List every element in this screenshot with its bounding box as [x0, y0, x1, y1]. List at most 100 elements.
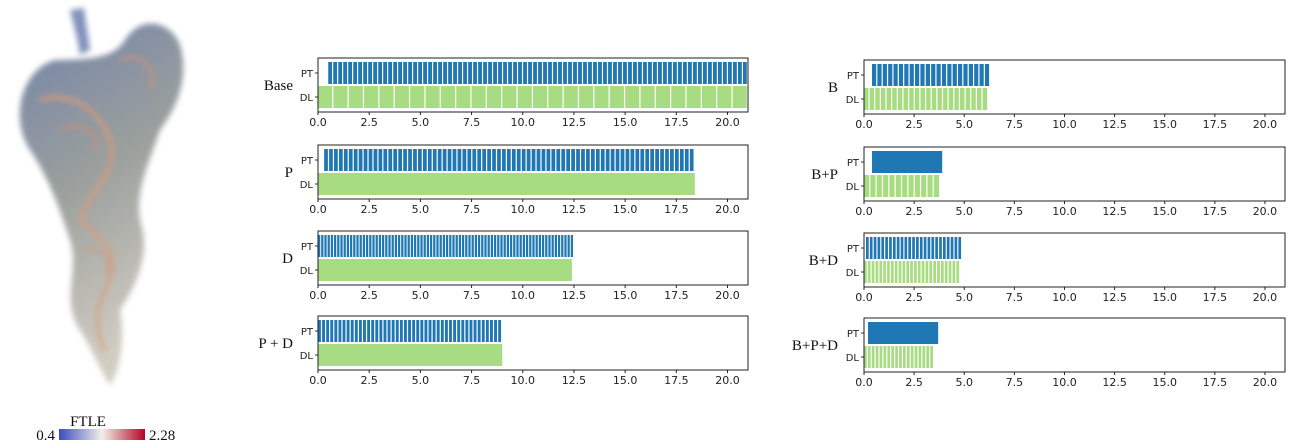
- segment: [528, 62, 532, 84]
- segment: [906, 261, 909, 283]
- segment: [889, 237, 892, 259]
- segment: [933, 261, 936, 283]
- segment: [350, 235, 352, 257]
- x-tick-label: 10.0: [511, 203, 536, 216]
- segment: [937, 64, 941, 86]
- segment: [392, 235, 394, 257]
- segment: [656, 86, 670, 108]
- x-tick-label: 12.5: [1102, 118, 1127, 131]
- x-tick-label: 0.0: [309, 116, 327, 129]
- segment: [915, 175, 920, 197]
- segment: [610, 86, 624, 108]
- segment: [564, 86, 578, 108]
- segment: [388, 235, 390, 257]
- segment: [902, 175, 907, 197]
- segment: [482, 149, 486, 171]
- segment: [945, 261, 948, 283]
- x-tick-label: 12.5: [562, 116, 587, 129]
- segment: [433, 62, 437, 84]
- x-tick-label: 5.0: [412, 374, 430, 387]
- segment: [324, 235, 326, 257]
- segment: [408, 149, 412, 171]
- segment: [558, 62, 562, 84]
- segment: [891, 346, 894, 368]
- colorbar-title: FTLE: [70, 414, 106, 430]
- segment: [868, 322, 938, 344]
- segment: [458, 149, 462, 171]
- segment: [928, 237, 931, 259]
- x-tick-label: 17.5: [664, 289, 689, 302]
- segment: [393, 149, 397, 171]
- segment: [926, 88, 930, 110]
- segment: [440, 235, 442, 257]
- segment: [870, 88, 874, 110]
- segment: [338, 62, 342, 84]
- segment: [364, 149, 368, 171]
- segment: [713, 62, 717, 84]
- segment: [891, 261, 894, 283]
- segment: [687, 86, 701, 108]
- x-tick-label: 2.5: [905, 118, 923, 131]
- segment: [953, 261, 956, 283]
- segment: [322, 320, 325, 342]
- segment: [733, 86, 747, 108]
- segment: [650, 149, 654, 171]
- segment: [368, 62, 372, 84]
- segment: [337, 235, 339, 257]
- segment: [898, 88, 902, 110]
- segment: [545, 235, 547, 257]
- segment: [949, 88, 953, 110]
- segment: [343, 62, 347, 84]
- segment: [536, 235, 538, 257]
- segment: [708, 62, 712, 84]
- segment: [403, 149, 407, 171]
- segment: [488, 235, 490, 257]
- segment: [578, 62, 582, 84]
- segment: [918, 261, 921, 283]
- x-tick-label: 12.5: [562, 289, 587, 302]
- segment: [566, 149, 570, 171]
- segment: [359, 320, 362, 342]
- segment: [927, 175, 932, 197]
- segment: [461, 320, 464, 342]
- segment: [347, 320, 350, 342]
- segment: [688, 62, 692, 84]
- segment: [958, 64, 962, 86]
- segment: [553, 62, 557, 84]
- segment: [382, 235, 384, 257]
- x-tick-label: 15.0: [1152, 291, 1177, 304]
- segment: [429, 320, 432, 342]
- segment: [318, 86, 332, 108]
- segment: [983, 88, 987, 110]
- segment: [328, 235, 330, 257]
- segment: [428, 149, 432, 171]
- segment: [685, 149, 689, 171]
- segment: [904, 237, 907, 259]
- x-tick-label: 10.0: [511, 374, 536, 387]
- x-tick-label: 20.0: [715, 374, 740, 387]
- segment: [985, 64, 989, 86]
- segment: [481, 235, 483, 257]
- segment: [404, 235, 406, 257]
- segment: [556, 149, 560, 171]
- segment: [423, 62, 427, 84]
- segment: [388, 149, 392, 171]
- segment: [665, 149, 669, 171]
- segment: [887, 346, 890, 368]
- segment: [571, 235, 573, 257]
- segment: [955, 237, 958, 259]
- segment: [926, 261, 929, 283]
- segment: [416, 320, 419, 342]
- segment: [870, 175, 875, 197]
- x-tick-label: 20.0: [1253, 376, 1278, 389]
- segment: [670, 149, 674, 171]
- segment: [438, 149, 442, 171]
- segment: [690, 149, 694, 171]
- segment: [613, 62, 617, 84]
- segment: [904, 64, 908, 86]
- segment: [888, 64, 892, 86]
- segment: [733, 62, 737, 84]
- segment: [326, 320, 329, 342]
- segment: [919, 346, 922, 368]
- segment: [420, 235, 422, 257]
